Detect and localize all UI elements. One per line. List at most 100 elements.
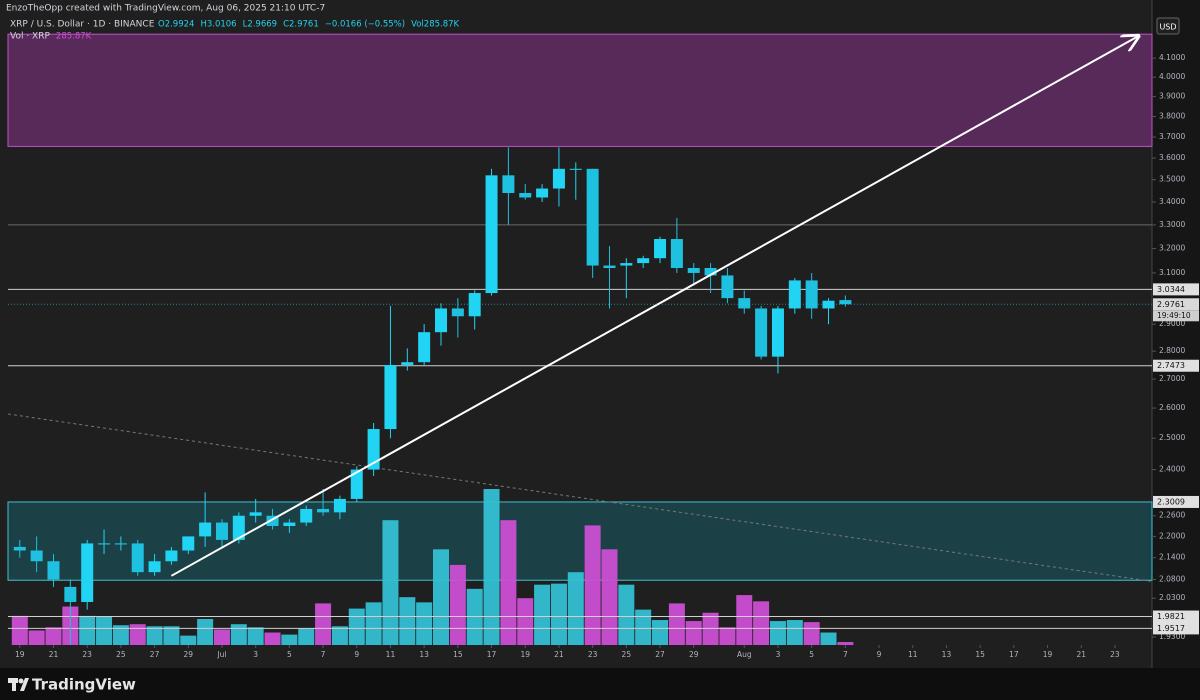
y-tick-label: 2.9000 bbox=[1159, 319, 1185, 328]
candle-body bbox=[384, 364, 397, 430]
currency-box[interactable] bbox=[1156, 17, 1180, 35]
candle-body bbox=[620, 263, 633, 266]
candle-body bbox=[637, 258, 650, 264]
level-label: 3.0344 bbox=[1157, 285, 1185, 294]
y-tick-label: 3.1000 bbox=[1159, 268, 1185, 277]
candle-body bbox=[13, 546, 26, 551]
legend-value: O2.9924 bbox=[158, 20, 194, 30]
dashed-line bbox=[7, 413, 1153, 582]
x-tick-label: 29 bbox=[689, 650, 699, 659]
candle-body bbox=[47, 561, 60, 580]
volume-bar bbox=[264, 632, 281, 645]
level-label-box bbox=[1153, 622, 1199, 635]
candle-body bbox=[317, 508, 330, 513]
x-tick-label: 21 bbox=[554, 650, 564, 659]
candle-body bbox=[283, 522, 296, 527]
volume-bar bbox=[753, 601, 770, 645]
volume-bar bbox=[483, 489, 500, 645]
candle-body bbox=[569, 168, 582, 170]
candle-body bbox=[468, 293, 481, 317]
x-tick-label: 7 bbox=[321, 650, 326, 659]
candle-body bbox=[333, 498, 346, 513]
volume-bar bbox=[803, 622, 820, 645]
volume-bar bbox=[534, 584, 551, 645]
x-tick-label: 11 bbox=[908, 650, 918, 659]
volume-bar bbox=[820, 632, 837, 645]
y-tick-label: 3.2000 bbox=[1159, 244, 1185, 253]
volume-bar bbox=[601, 549, 618, 645]
candle-body bbox=[199, 522, 212, 537]
volume-bar bbox=[28, 630, 45, 645]
x-tick-label: 19 bbox=[15, 650, 25, 659]
volume-bar bbox=[365, 602, 382, 645]
volume-bar bbox=[652, 620, 669, 645]
volume-legend: 285.87K bbox=[56, 32, 92, 42]
x-tick-label: 23 bbox=[588, 650, 598, 659]
x-tick-label: 7 bbox=[843, 650, 848, 659]
candle-body bbox=[131, 543, 144, 573]
y-tick-label: 3.7000 bbox=[1159, 132, 1185, 141]
candle-body bbox=[771, 308, 784, 357]
candle-body bbox=[839, 300, 852, 305]
x-tick-label: 25 bbox=[116, 650, 126, 659]
candle-body bbox=[367, 429, 380, 470]
symbol: XRP / U.S. Dollar · 1D · BINANCE bbox=[10, 20, 155, 30]
y-tick-label: 3.4000 bbox=[1159, 197, 1185, 206]
candle-body bbox=[249, 512, 262, 516]
currency[interactable]: USD bbox=[1159, 23, 1176, 32]
level-label-box bbox=[1153, 610, 1199, 623]
candle-body bbox=[64, 586, 77, 602]
header: EnzoTheOpp created with TradingView.com,… bbox=[6, 4, 325, 14]
candle-body bbox=[755, 308, 768, 357]
x-tick-label: 15 bbox=[975, 650, 985, 659]
volume-bar bbox=[837, 642, 854, 645]
countdown: 19:49:10 bbox=[1157, 311, 1191, 320]
zone-label: 2.3009 bbox=[1157, 497, 1185, 506]
x-tick-label: 13 bbox=[942, 650, 952, 659]
candle-body bbox=[536, 188, 549, 198]
last-price: 2.9761 bbox=[1157, 300, 1185, 309]
candle-body bbox=[586, 168, 599, 266]
volume-bar bbox=[416, 602, 433, 645]
legend-value: C2.9761 bbox=[283, 20, 319, 30]
volume-bar bbox=[146, 626, 163, 645]
candle-body bbox=[822, 300, 835, 309]
y-tick-label: 2.5000 bbox=[1159, 433, 1185, 442]
x-tick-label: 17 bbox=[487, 650, 497, 659]
volume-bar bbox=[719, 627, 736, 645]
x-tick-label: Aug bbox=[737, 650, 752, 659]
candle-body bbox=[215, 522, 228, 540]
y-tick-label: 2.1400 bbox=[1159, 553, 1185, 562]
candle-body bbox=[519, 192, 532, 198]
y-tick-label: 3.5000 bbox=[1159, 175, 1185, 184]
candle-body bbox=[300, 508, 313, 523]
x-tick-label: 15 bbox=[453, 650, 463, 659]
volume-bar bbox=[635, 609, 652, 645]
volume-bar bbox=[281, 634, 298, 645]
legend-value: −0.0166 (−0.55%) bbox=[325, 20, 405, 30]
footer bbox=[0, 668, 1200, 700]
volume-bar bbox=[517, 598, 534, 645]
candle-body bbox=[502, 175, 515, 193]
x-tick-label: 13 bbox=[419, 650, 429, 659]
price-axis bbox=[1152, 0, 1200, 668]
x-tick-label: 5 bbox=[809, 650, 814, 659]
y-tick-label: 2.2000 bbox=[1159, 531, 1185, 540]
volume-bar bbox=[112, 625, 129, 645]
x-tick-label: 19 bbox=[1043, 650, 1053, 659]
x-tick-label: 5 bbox=[287, 650, 292, 659]
volume-bar bbox=[247, 627, 264, 645]
x-tick-label: 27 bbox=[655, 650, 665, 659]
zone bbox=[7, 501, 1153, 581]
volume-bar bbox=[180, 635, 197, 645]
candle-body bbox=[704, 268, 717, 276]
level-label: 1.9821 bbox=[1157, 612, 1185, 621]
candle-body bbox=[350, 469, 363, 499]
volume-bar bbox=[96, 616, 113, 645]
volume-bar bbox=[298, 628, 315, 645]
level-label-box bbox=[1153, 283, 1199, 296]
candle-body bbox=[418, 332, 431, 363]
y-tick-label: 4.0000 bbox=[1159, 72, 1185, 81]
volume-bar bbox=[230, 624, 247, 645]
